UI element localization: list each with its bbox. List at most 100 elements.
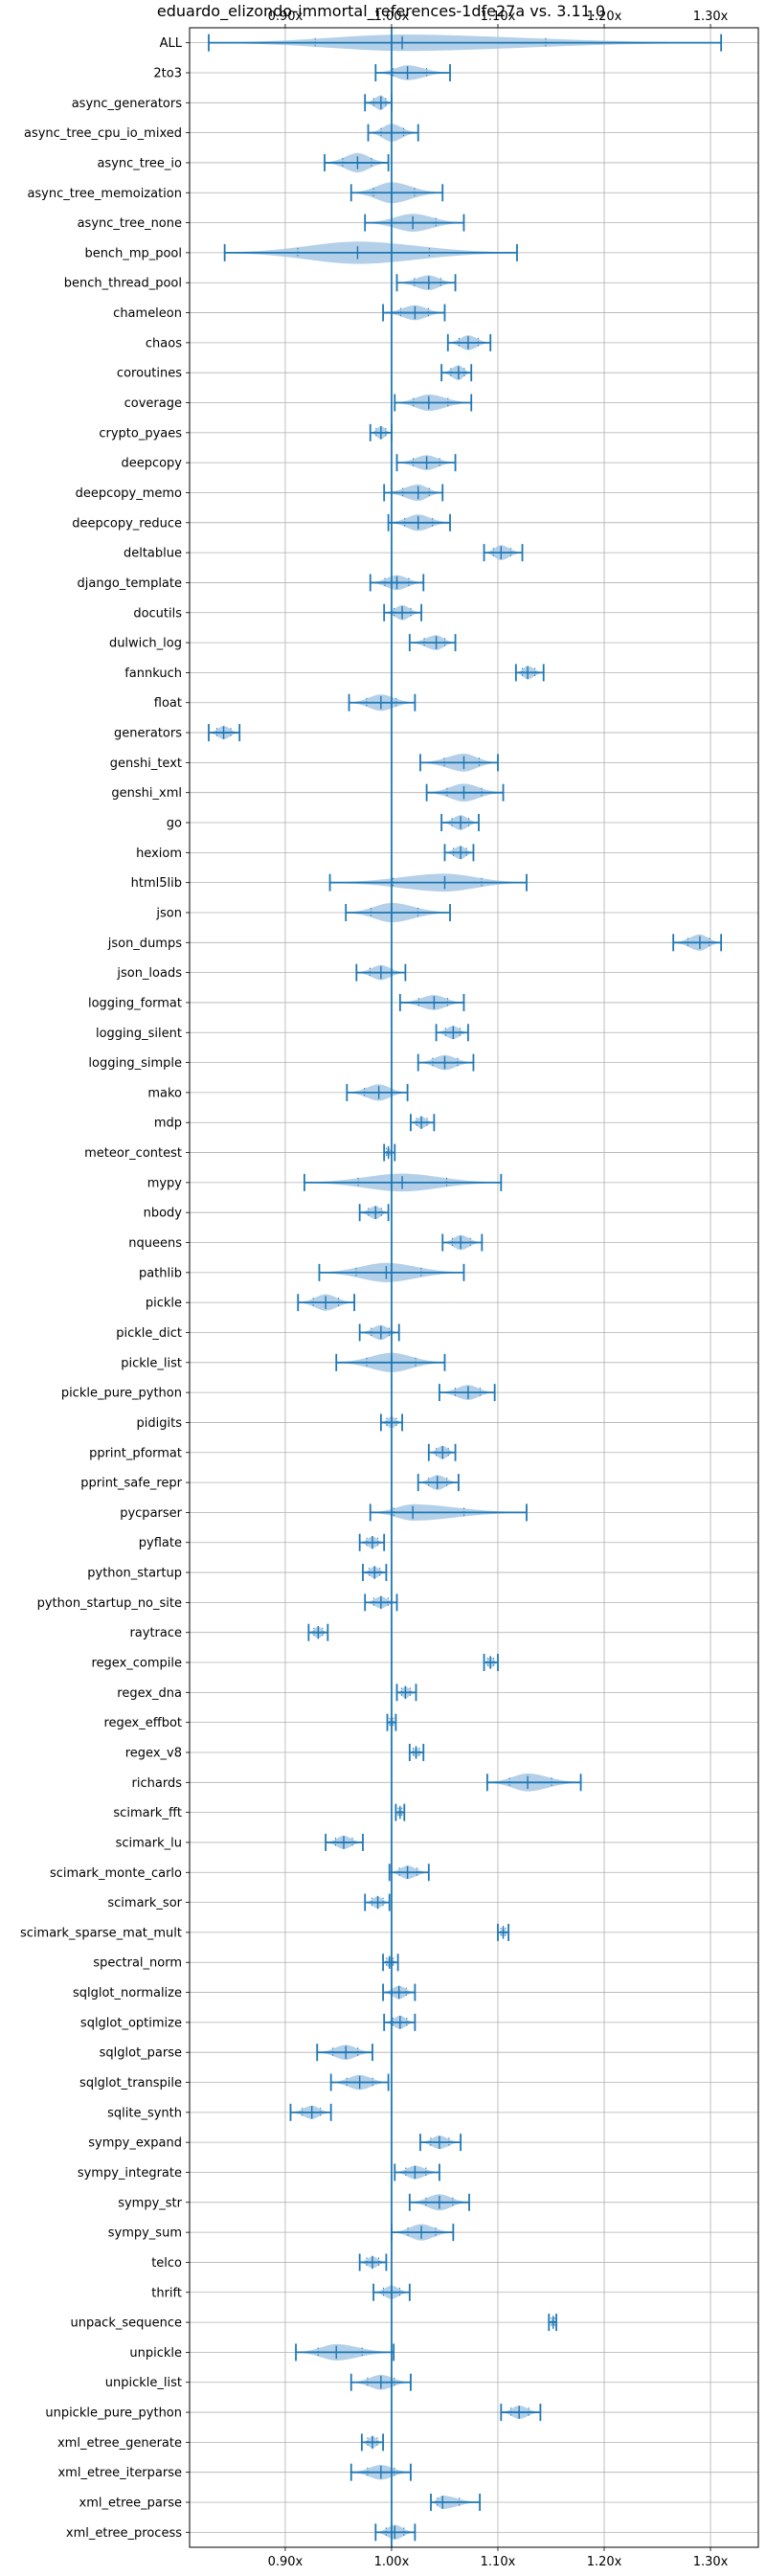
category-label: xml_etree_parse	[79, 2497, 182, 2511]
category-label: pycparser	[120, 1506, 182, 1521]
category-label: pprint_safe_repr	[80, 1477, 182, 1491]
violin-html5lib	[328, 873, 528, 893]
x-tick-label-bottom: 1.30x	[693, 2555, 729, 2569]
category-label: crypto_pyaes	[99, 426, 182, 441]
violin-django_template	[369, 574, 425, 592]
category-label: html5lib	[131, 876, 182, 891]
violin-genshi_xml	[425, 783, 505, 802]
category-label: nqueens	[128, 1236, 182, 1251]
category-label: sympy_expand	[88, 2136, 182, 2151]
violin-scimark_sor	[364, 1893, 391, 1911]
category-label: sympy_str	[118, 2196, 182, 2210]
violin-python_startup	[362, 1564, 388, 1582]
category-label: logging_silent	[96, 1027, 182, 1041]
violin-mdp	[410, 1114, 436, 1132]
violin-spectral_norm	[382, 1954, 399, 1972]
violin-pickle_pure_python	[439, 1384, 496, 1402]
x-tick-label-bottom: 1.10x	[481, 2555, 516, 2569]
violin-sympy_str	[408, 2193, 470, 2211]
category-label: logging_format	[88, 996, 182, 1010]
category-label: sympy_sum	[108, 2226, 182, 2241]
category-label: sqlglot_transpile	[79, 2076, 182, 2090]
category-label: django_template	[78, 576, 182, 591]
x-tick-label-bottom: 1.00x	[374, 2555, 410, 2569]
category-label: chameleon	[113, 306, 182, 321]
category-label: mdp	[154, 1117, 182, 1131]
violin-pickle_dict	[358, 1323, 400, 1342]
violin-2to3	[374, 63, 451, 81]
violin-genshi_text	[419, 754, 499, 772]
category-label: xml_etree_iterparse	[57, 2466, 182, 2480]
category-label: async_tree_io	[97, 156, 182, 170]
violin-regex_v8	[408, 1743, 425, 1761]
violin-logging_format	[398, 993, 465, 1011]
category-label: telco	[151, 2256, 182, 2271]
violin-pycparser	[369, 1503, 528, 1522]
category-label: pickle	[146, 1297, 182, 1311]
violin-async_tree_none	[364, 214, 465, 232]
category-label: scimark_sparse_mat_mult	[20, 1926, 182, 1940]
category-label: pprint_pformat	[89, 1446, 182, 1460]
category-label: regex_effbot	[103, 1716, 182, 1730]
category-label: coroutines	[117, 367, 182, 381]
category-label: unpack_sequence	[70, 2316, 182, 2331]
category-label: genshi_text	[110, 757, 182, 771]
violin-float	[348, 693, 417, 712]
category-label: pickle_list	[121, 1356, 182, 1370]
violin-xml_etree_iterparse	[349, 2463, 412, 2481]
violin-json_dumps	[672, 934, 723, 952]
violin-mypy	[304, 1173, 503, 1192]
violin-ALL	[208, 34, 723, 52]
category-label: deepcopy_reduce	[72, 516, 182, 531]
violin-pprint_safe_repr	[417, 1474, 460, 1492]
violin-raytrace	[307, 1623, 329, 1641]
category-label: scimark_lu	[116, 1836, 182, 1850]
x-tick-label-bottom: 1.20x	[587, 2555, 622, 2569]
violin-json_loads	[355, 963, 407, 982]
y-axis: ALL 2to3 async_generators async_tree_cpu_io…	[20, 36, 190, 2541]
category-label: async_tree_none	[78, 216, 182, 231]
category-label: pickle_dict	[116, 1326, 182, 1341]
category-label: async_tree_cpu_io_mixed	[24, 126, 182, 141]
violin-nqueens	[441, 1233, 484, 1252]
x-tick-label-top: 1.10x	[481, 10, 516, 24]
violin-sqlglot_normalize	[382, 1983, 417, 2001]
violin-telco	[358, 2253, 388, 2271]
category-label: thrift	[151, 2286, 182, 2300]
violin-bench_thread_pool	[395, 274, 457, 292]
category-label: mako	[147, 1086, 182, 1100]
violin-bench_mp_pool	[223, 241, 518, 264]
violin-unpickle_list	[349, 2373, 412, 2391]
violin-chameleon	[382, 304, 446, 322]
category-label: scimark_sor	[107, 1896, 182, 1910]
violin-async_tree_cpu_io_mixed	[367, 124, 419, 142]
category-label: regex_compile	[91, 1657, 182, 1671]
violin-xml_etree_parse	[430, 2494, 482, 2512]
category-label: dulwich_log	[109, 637, 182, 651]
violin-sqlglot_transpile	[329, 2073, 390, 2091]
category-label: unpickle	[129, 2346, 182, 2361]
violin-scimark_monte_carlo	[388, 1864, 430, 1882]
category-label: sqlglot_parse	[100, 2046, 182, 2061]
category-label: generators	[114, 727, 182, 741]
plot-frame	[189, 27, 759, 2548]
violin-nbody	[358, 1204, 390, 1222]
violin-scimark_fft	[394, 1803, 406, 1821]
category-label: xml_etree_generate	[57, 2436, 182, 2451]
category-label: sympy_integrate	[78, 2166, 182, 2181]
category-label: python_startup_no_site	[37, 1596, 182, 1611]
category-label: sqlite_synth	[107, 2106, 182, 2120]
violin-richards	[485, 1773, 582, 1792]
category-label: deepcopy_memo	[76, 486, 182, 501]
violin-xml_etree_process	[374, 2523, 417, 2542]
violin-pickle_list	[335, 1352, 446, 1372]
violin-deltablue	[483, 544, 524, 562]
category-label: chaos	[146, 336, 182, 350]
violin-sqlite_synth	[289, 2103, 332, 2121]
violin-docutils	[383, 603, 422, 621]
violins	[208, 34, 723, 2542]
violin-async_tree_io	[324, 152, 390, 173]
violin-generators	[208, 724, 241, 742]
x-tick-label-bottom: 0.90x	[268, 2555, 304, 2569]
